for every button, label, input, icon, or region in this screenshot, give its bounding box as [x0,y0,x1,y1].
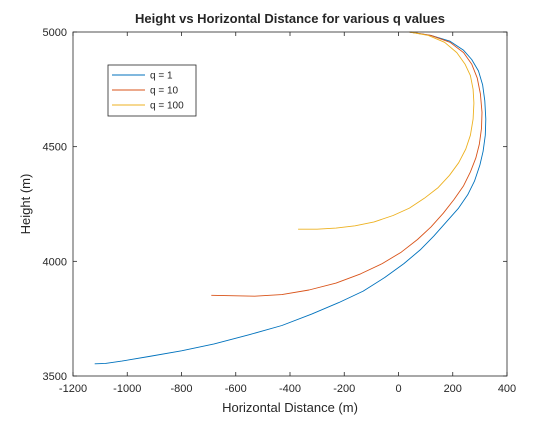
plot-frame [72,31,508,377]
y-tick-label: 5000 [43,27,67,39]
series-line-3 [298,31,475,230]
legend-label-3: q = 100 [150,101,184,112]
x-tick-label: -800 [170,383,192,395]
x-axis-label: Horizontal Distance (m) [222,400,358,415]
x-tick-label: 200 [444,383,462,395]
legend-label-2: q = 10 [150,86,179,97]
x-tick-label: -400 [279,383,301,395]
y-tick-label: 4500 [43,142,67,154]
x-tick-label: -600 [225,383,247,395]
x-tick-label: 0 [395,383,401,395]
chart-title: Height vs Horizontal Distance for variou… [135,11,445,26]
y-tick-label: 3500 [43,371,67,383]
x-tick-label: -1200 [59,383,87,395]
x-tick-label: -200 [333,383,355,395]
x-tick-label: 400 [498,383,516,395]
series-lines [94,31,487,365]
y-axis-label: Height (m) [18,174,33,235]
series-line-2 [211,31,483,297]
x-tick-label: -1000 [113,383,141,395]
series-line-1 [94,31,487,365]
legend-label-1: q = 1 [150,71,173,82]
legend: q = 1 q = 10 q = 100 [107,64,197,117]
axis-ticks: -1200 -1000 -800 -600 -400 -200 0 200 400 3500 400… [43,27,517,395]
y-tick-label: 4000 [43,256,67,268]
